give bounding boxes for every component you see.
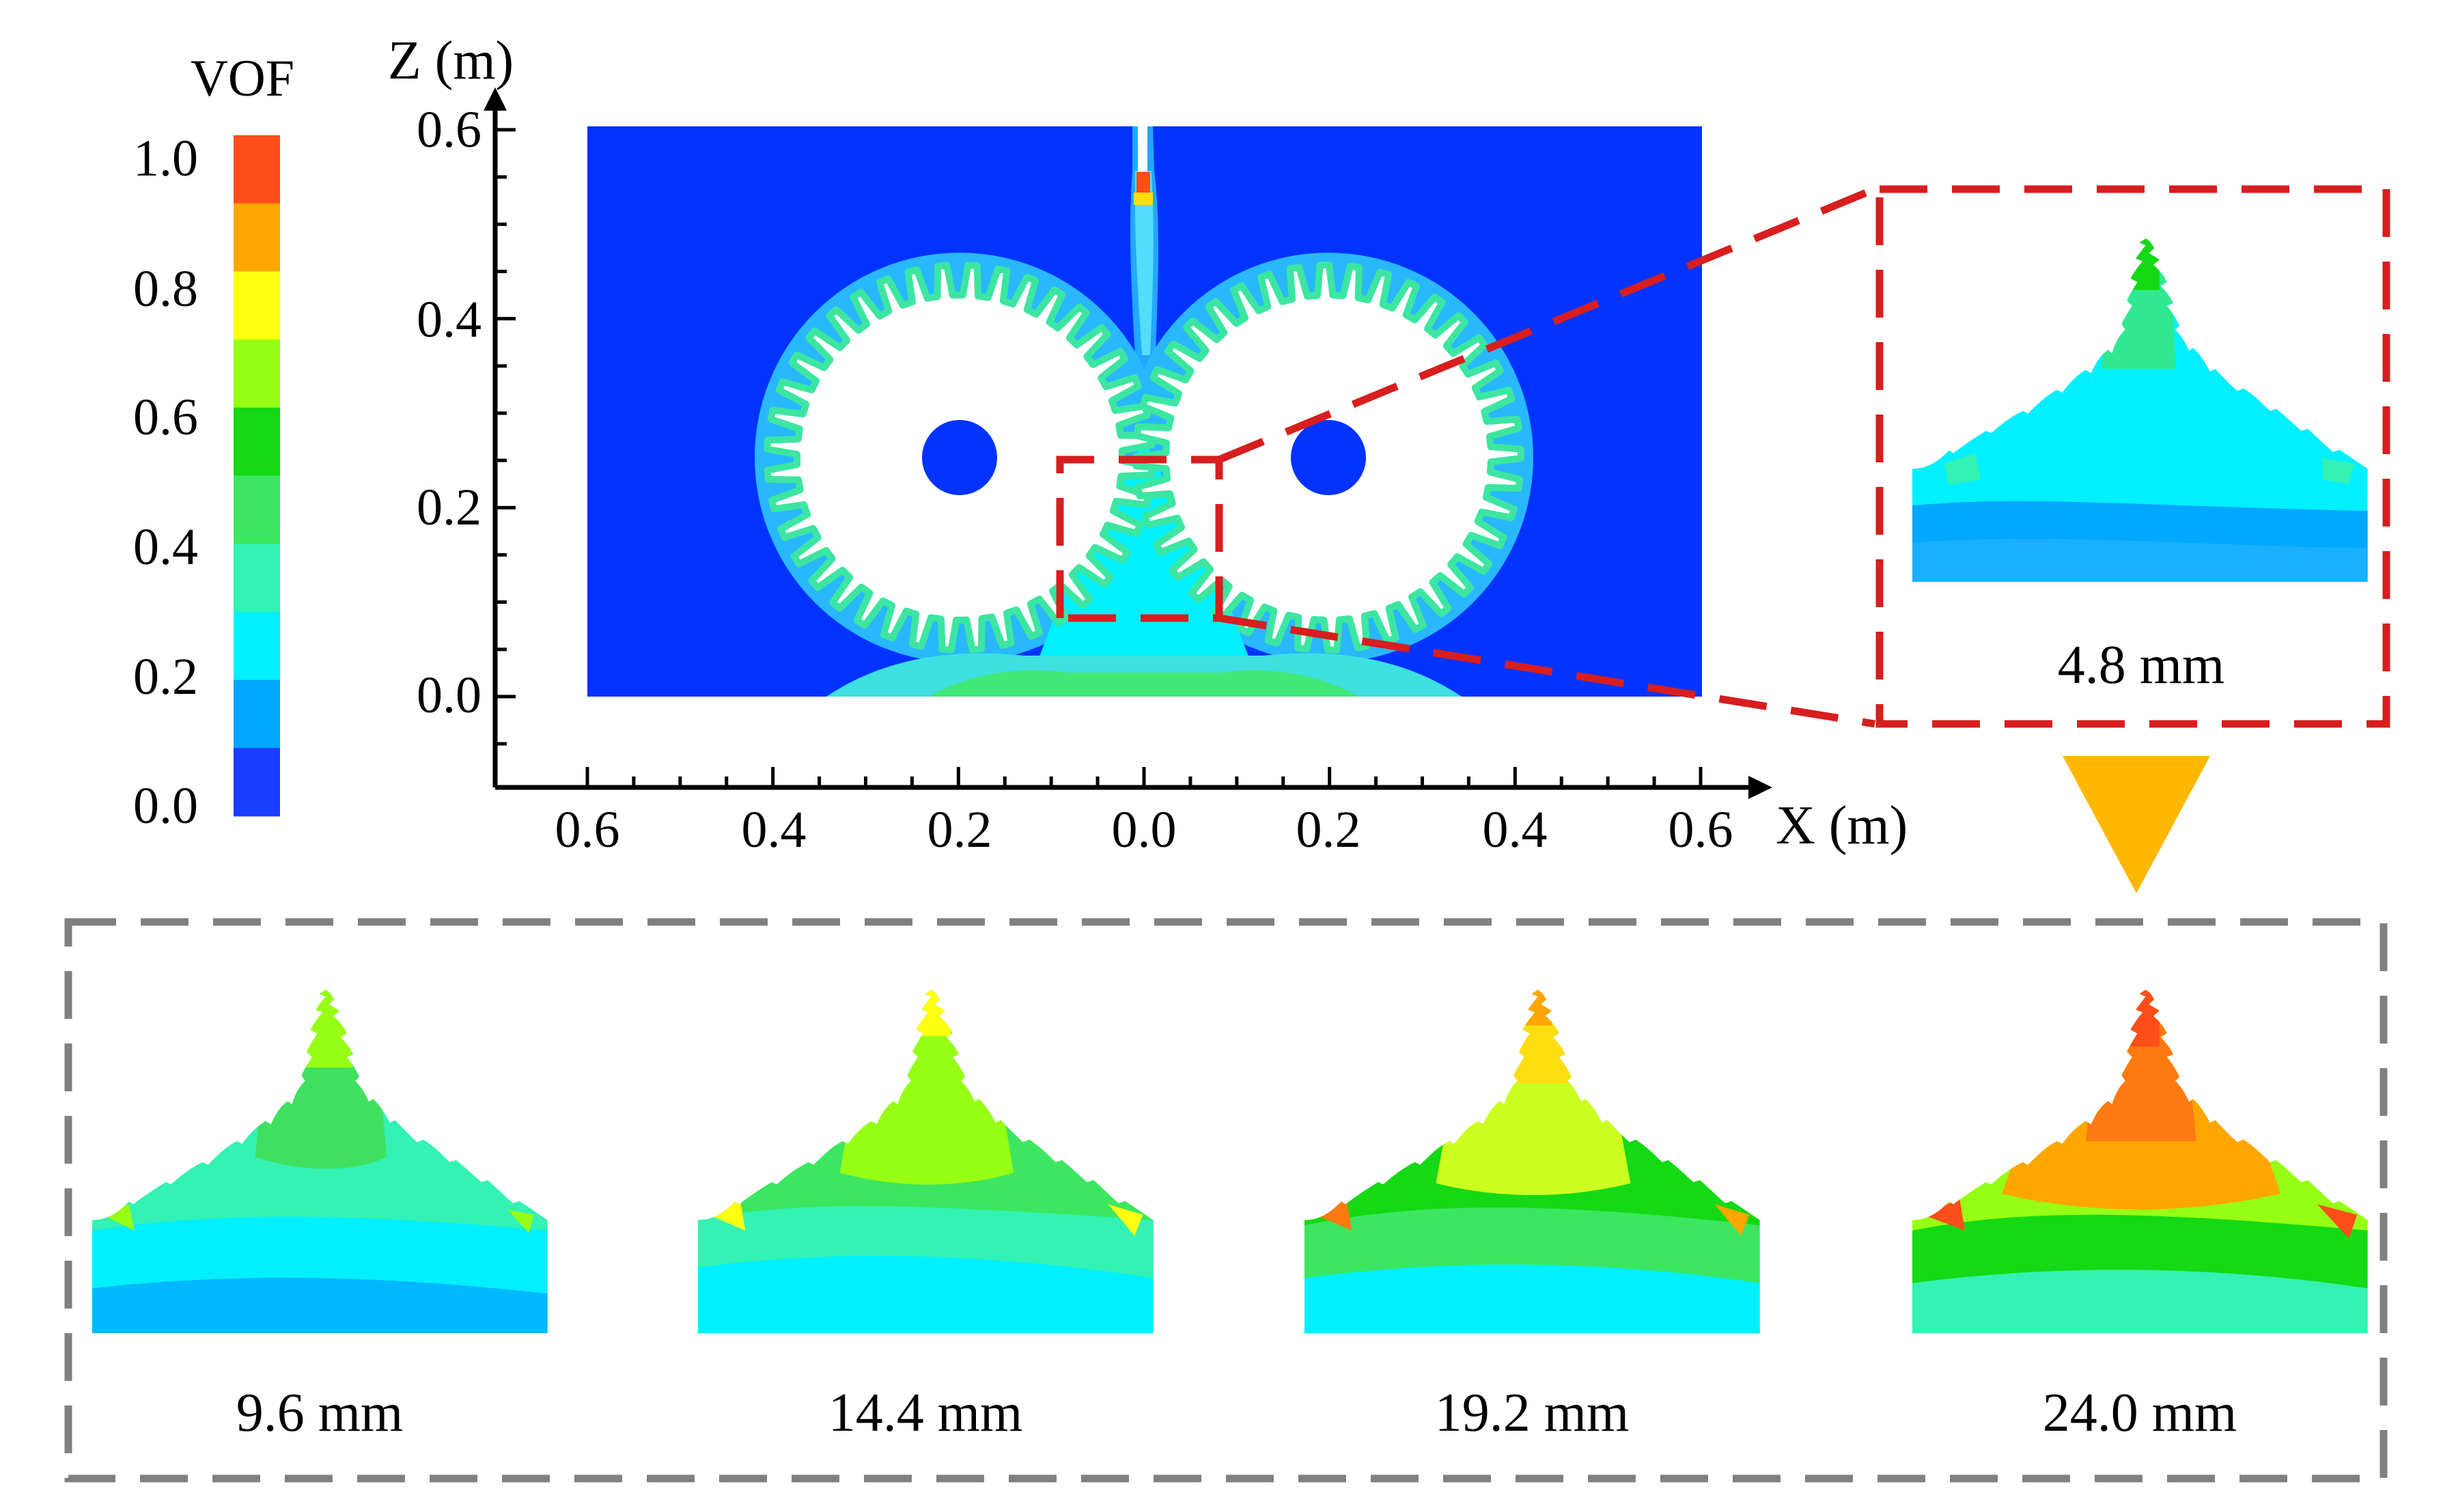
x-tick-label: 0.4	[1483, 801, 1548, 858]
sequence-panel-1: 9.6 mm	[92, 990, 548, 1443]
z-tick-label: 0.4	[417, 291, 481, 348]
x-axis-arrowhead	[1748, 776, 1772, 799]
colorbar-swatch	[234, 135, 280, 204]
jet-tip	[1136, 172, 1150, 193]
mesh-zone-field	[1024, 437, 1264, 697]
colorbar-tick-label: 0.2	[133, 648, 198, 705]
zoom-panel-frame	[1875, 185, 2390, 728]
colorbar-swatch	[234, 748, 280, 817]
colorbar-tick-label: 0.6	[133, 389, 198, 446]
sequence-mesh-image	[1304, 990, 1760, 1334]
z-axis-arrowhead	[484, 87, 507, 111]
oil-jet-core	[1135, 171, 1154, 355]
z-tick-labels: 0.6 0.4 0.2 0.0	[417, 101, 481, 724]
sequence-panel-label: 14.4 mm	[828, 1383, 1022, 1443]
z-tick-label: 0.0	[417, 667, 481, 724]
zoom-connector-upper	[1217, 185, 1877, 464]
colorbar-swatch	[234, 680, 280, 748]
colorbar-tick-label: 0.8	[133, 260, 198, 318]
sequence-frame	[64, 918, 2388, 1483]
sequence-mesh-image	[698, 990, 1154, 1334]
sequence-panel-label: 9.6 mm	[236, 1383, 403, 1443]
x-tick-label: 0.4	[742, 801, 807, 858]
z-tick-label: 0.6	[417, 101, 481, 158]
z-tick-label: 0.2	[417, 479, 481, 536]
x-tick-label: 0.2	[1296, 801, 1361, 858]
axis-ticks	[495, 128, 1703, 787]
sequence-panel-4: 24.0 mm	[1912, 990, 2368, 1443]
x-tick-labels: 0.6 0.4 0.2 0.0 0.2 0.4 0.6	[555, 801, 1733, 858]
x-tick-label: 0.2	[927, 801, 992, 858]
x-tick-label: 0.6	[555, 801, 620, 858]
jet-inlet	[1138, 126, 1147, 171]
left-gear-shaft	[922, 420, 997, 495]
colorbar: VOF 1.0 0.8 0.6 0.4 0.2 0.0	[133, 50, 294, 835]
sequence-box: 9.6 mm 14.4 mm	[64, 918, 2388, 1483]
zoom-panel-label: 4.8 mm	[2058, 635, 2224, 695]
colorbar-swatch	[234, 203, 280, 272]
sequence-mesh-image	[1912, 990, 2368, 1334]
bottom-pool-green	[929, 670, 1359, 697]
sequence-mesh-image	[92, 990, 548, 1334]
colorbar-swatches	[234, 135, 280, 817]
sequence-panel-2: 14.4 mm	[698, 990, 1154, 1443]
sequence-panel-label: 24.0 mm	[2043, 1383, 2237, 1443]
right-gear-shaft	[1291, 420, 1366, 495]
colorbar-tick-label: 0.0	[133, 777, 198, 835]
sequence-panel-label: 19.2 mm	[1435, 1383, 1629, 1443]
x-tick-label: 0.0	[1112, 801, 1177, 858]
colorbar-swatch	[234, 475, 280, 544]
x-axis-label: X (m)	[1776, 796, 1908, 856]
z-axis-label: Z (m)	[388, 31, 514, 91]
colorbar-swatch	[234, 611, 280, 681]
zoom-mesh-image	[1912, 238, 2368, 583]
colorbar-tick-label: 1.0	[133, 130, 198, 187]
jet-tip-fringe	[1134, 193, 1153, 205]
colorbar-ticks: 1.0 0.8 0.6 0.4 0.2 0.0	[133, 130, 198, 835]
colorbar-swatch	[234, 407, 280, 476]
sequence-panel-3: 19.2 mm	[1304, 990, 1760, 1443]
sequence-arrow	[2063, 756, 2210, 893]
colorbar-title: VOF	[191, 50, 294, 107]
x-tick-label: 0.6	[1669, 801, 1733, 858]
zoom-panel: 4.8 mm	[1875, 185, 2390, 728]
main-plot: Z (m) X (m) 0.6 0.4 0.2 0.0 0.6 0.4 0.2 …	[388, 31, 1908, 858]
zoom-connector-lower	[1218, 614, 1875, 728]
zoom-indicator	[1056, 185, 1877, 728]
colorbar-swatch	[234, 339, 280, 408]
colorbar-swatch	[234, 544, 280, 613]
axes	[492, 106, 1752, 790]
colorbar-swatch	[234, 271, 280, 340]
colorbar-tick-label: 0.4	[133, 518, 198, 576]
